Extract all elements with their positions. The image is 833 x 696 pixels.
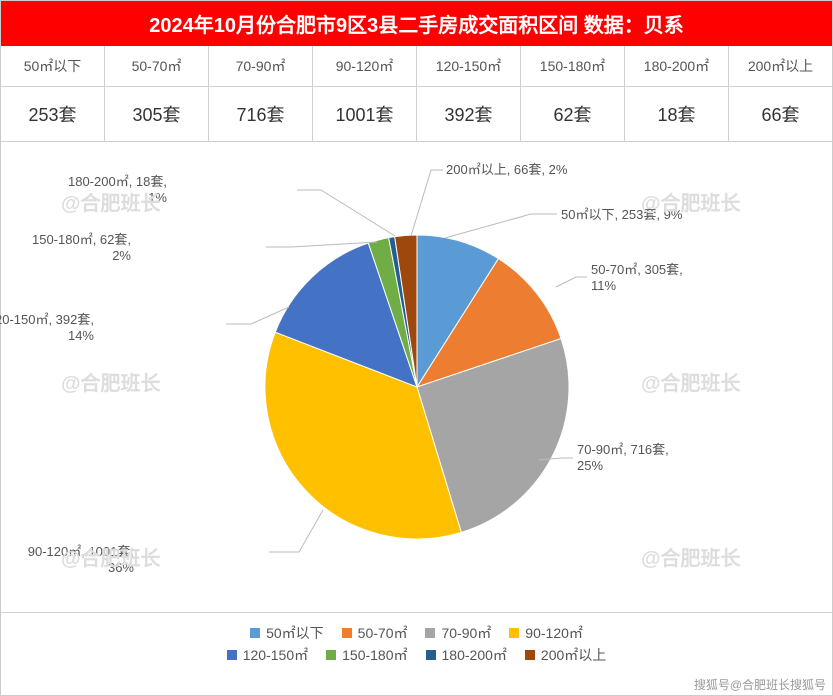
table-header-cell: 70-90㎡ [209, 46, 312, 87]
legend-swatch [426, 650, 436, 660]
legend-item: 180-200㎡ [426, 645, 507, 665]
table-header-cell: 200㎡以上 [729, 46, 832, 87]
slice-callout: 50㎡以下, 253套, 9% [561, 207, 682, 223]
slice-callout: 180-200㎡, 18套,1% [68, 174, 167, 207]
table-column: 180-200㎡18套 [625, 46, 729, 142]
legend-swatch [227, 650, 237, 660]
table-value-cell: 392套 [417, 87, 520, 142]
chart-title: 2024年10月份合肥市9区3县二手房成交面积区间 数据：贝系 [1, 1, 832, 46]
legend-item: 200㎡以上 [525, 645, 606, 665]
table-header-cell: 150-180㎡ [521, 46, 624, 87]
table-column: 120-150㎡392套 [417, 46, 521, 142]
table-header-cell: 50-70㎡ [105, 46, 208, 87]
legend-label: 180-200㎡ [442, 645, 507, 665]
summary-table: 50㎡以下253套50-70㎡305套70-90㎡716套90-120㎡1001… [1, 46, 832, 142]
table-column: 70-90㎡716套 [209, 46, 313, 142]
table-column: 90-120㎡1001套 [313, 46, 417, 142]
table-column: 50㎡以下253套 [1, 46, 105, 142]
table-header-cell: 50㎡以下 [1, 46, 104, 87]
slice-callout: 50-70㎡, 305套,11% [591, 262, 683, 295]
pie-svg [1, 142, 833, 612]
table-value-cell: 305套 [105, 87, 208, 142]
leader-line [556, 277, 587, 287]
legend-label: 150-180㎡ [342, 645, 407, 665]
table-value-cell: 18套 [625, 87, 728, 142]
table-value-cell: 62套 [521, 87, 624, 142]
slice-callout: 200㎡以上, 66套, 2% [446, 162, 567, 178]
table-value-cell: 1001套 [313, 87, 416, 142]
slice-callout: 70-90㎡, 716套,25% [577, 442, 669, 475]
legend-label: 50-70㎡ [358, 623, 408, 643]
chart-container: 2024年10月份合肥市9区3县二手房成交面积区间 数据：贝系 50㎡以下253… [0, 0, 833, 696]
leader-line [269, 510, 323, 552]
legend-row: 50㎡以下 50-70㎡ 70-90㎡ 90-120㎡ [1, 623, 832, 643]
slice-callout: 150-180㎡, 62套,2% [32, 232, 131, 265]
legend-item: 150-180㎡ [326, 645, 407, 665]
table-header-cell: 180-200㎡ [625, 46, 728, 87]
slice-callout: 120-150㎡, 392套,14% [0, 312, 94, 345]
table-column: 150-180㎡62套 [521, 46, 625, 142]
leader-line [445, 214, 557, 238]
legend-swatch [525, 650, 535, 660]
slice-callout: 90-120㎡, 1001套,36% [28, 544, 134, 577]
legend-item: 70-90㎡ [425, 623, 491, 643]
table-value-cell: 716套 [209, 87, 312, 142]
pie-chart-area: 50㎡以下, 253套, 9% 50-70㎡, 305套,11% 70-90㎡, 7… [1, 142, 832, 612]
legend: 50㎡以下 50-70㎡ 70-90㎡ 90-120㎡ 120-150㎡ 150-180㎡… [1, 612, 832, 677]
legend-swatch [509, 628, 519, 638]
legend-label: 90-120㎡ [525, 623, 583, 643]
legend-swatch [425, 628, 435, 638]
legend-item: 90-120㎡ [509, 623, 583, 643]
leader-line [411, 170, 443, 236]
legend-label: 200㎡以上 [541, 645, 606, 665]
legend-swatch [250, 628, 260, 638]
legend-item: 50-70㎡ [342, 623, 408, 643]
table-header-cell: 90-120㎡ [313, 46, 416, 87]
legend-swatch [342, 628, 352, 638]
legend-row: 120-150㎡ 150-180㎡ 180-200㎡ 200㎡以上 [1, 645, 832, 665]
table-header-cell: 120-150㎡ [417, 46, 520, 87]
table-value-cell: 253套 [1, 87, 104, 142]
credit-text: 搜狐号@合肥班长搜狐号 [694, 676, 826, 693]
legend-label: 70-90㎡ [441, 623, 491, 643]
legend-item: 120-150㎡ [227, 645, 308, 665]
legend-item: 50㎡以下 [250, 623, 324, 643]
legend-label: 50㎡以下 [266, 623, 324, 643]
legend-swatch [326, 650, 336, 660]
table-column: 50-70㎡305套 [105, 46, 209, 142]
leader-line [297, 190, 395, 236]
table-column: 200㎡以上66套 [729, 46, 832, 142]
table-value-cell: 66套 [729, 87, 832, 142]
legend-label: 120-150㎡ [243, 645, 308, 665]
